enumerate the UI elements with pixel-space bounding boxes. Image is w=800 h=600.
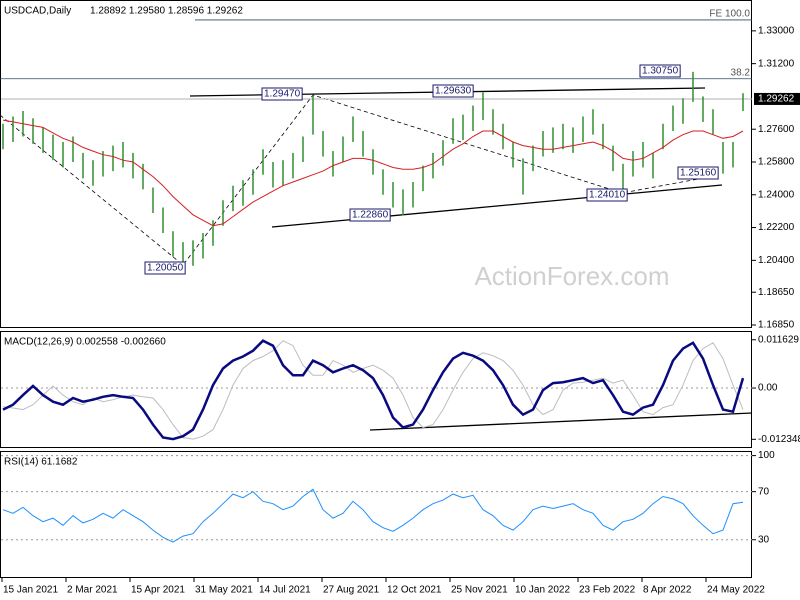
last-price-label: 1.29262 [758,94,795,105]
annotation-box [432,84,474,98]
annotation-box [586,188,628,202]
y-tick-label: 1.24000 [758,189,795,200]
macd-panel [0,331,752,448]
annotation-label: 1.22860 [352,210,389,221]
annotation: 1.29470 [261,87,303,101]
ohlc-values: 1.28892 1.29580 1.28596 1.29262 [90,6,243,17]
y-tick-label: 1.20400 [758,255,795,266]
y-tick-label: -0.012348 [758,434,800,445]
annotation: 1.29630 [432,84,474,98]
annotation-box [144,261,186,275]
watermark: ActionForex.com [474,261,669,291]
annotation-label: 1.20050 [147,263,184,274]
annotation-label: 1.25160 [680,168,717,179]
y-tick-label: 1.27600 [758,124,795,135]
annotation-label: 1.29630 [435,86,472,97]
panel-title: RSI(14) 61.1682 [4,457,78,468]
y-tick-label: 1.33000 [758,26,795,37]
x-tick-label: 14 Jul 2021 [259,585,311,596]
fib-label: 38.2 [731,67,751,78]
annotation-box [639,64,681,78]
x-tick-label: 2 Mar 2021 [67,585,118,596]
x-tick-label: 10 Jan 2022 [515,585,570,596]
y-tick-label: 0.00 [758,383,778,394]
fib-label: FE 100.0 [709,9,750,20]
x-tick-label: 31 May 2021 [195,585,253,596]
panel-title: USDCAD,Daily [4,6,71,17]
last-price-box [754,92,800,105]
dashed-trend-line [0,94,721,266]
price-panel [0,0,752,328]
y-tick-label: 100 [758,450,775,461]
annotation-label: 1.30750 [642,66,679,77]
annotation-box [261,87,303,101]
x-tick-label: 27 Aug 2021 [323,585,380,596]
annotation-box [677,166,719,180]
series-line [2,488,744,543]
trend-line [271,184,723,228]
moving-average [2,119,744,227]
x-tick-label: 25 Nov 2021 [451,585,508,596]
x-tick-label: 12 Oct 2021 [387,585,442,596]
annotation-label: 1.29470 [264,89,301,100]
macd-trend-line [369,412,753,431]
annotation-box [349,208,391,222]
y-tick-label: 0.011629 [758,334,799,345]
annotation: 1.25160 [677,166,719,180]
y-tick-label: 30 [758,534,770,545]
y-tick-label: 1.18650 [758,287,795,298]
series-line [2,339,745,441]
x-tick-label: 8 Apr 2022 [643,585,692,596]
annotation: 1.30750 [639,64,681,78]
annotation-label: 1.24010 [589,190,626,201]
x-tick-label: 23 Feb 2022 [579,585,636,596]
y-tick-label: 1.25800 [758,157,795,168]
annotation: 1.20050 [144,261,186,275]
y-tick-label: 1.22200 [758,222,795,233]
y-tick-label: 1.31200 [758,58,795,69]
x-tick-label: 15 Jan 2021 [3,585,58,596]
rsi-panel [0,451,752,578]
x-tick-label: 15 Apr 2021 [131,585,185,596]
y-tick-label: 70 [758,486,770,497]
panel-title: MACD(12,26,9) 0.002558 -0.002660 [4,337,166,348]
annotation: 1.24010 [586,188,628,202]
x-tick-label: 24 May 2022 [707,585,765,596]
annotation: 1.22860 [349,208,391,222]
y-tick-label: 1.16850 [758,320,795,331]
